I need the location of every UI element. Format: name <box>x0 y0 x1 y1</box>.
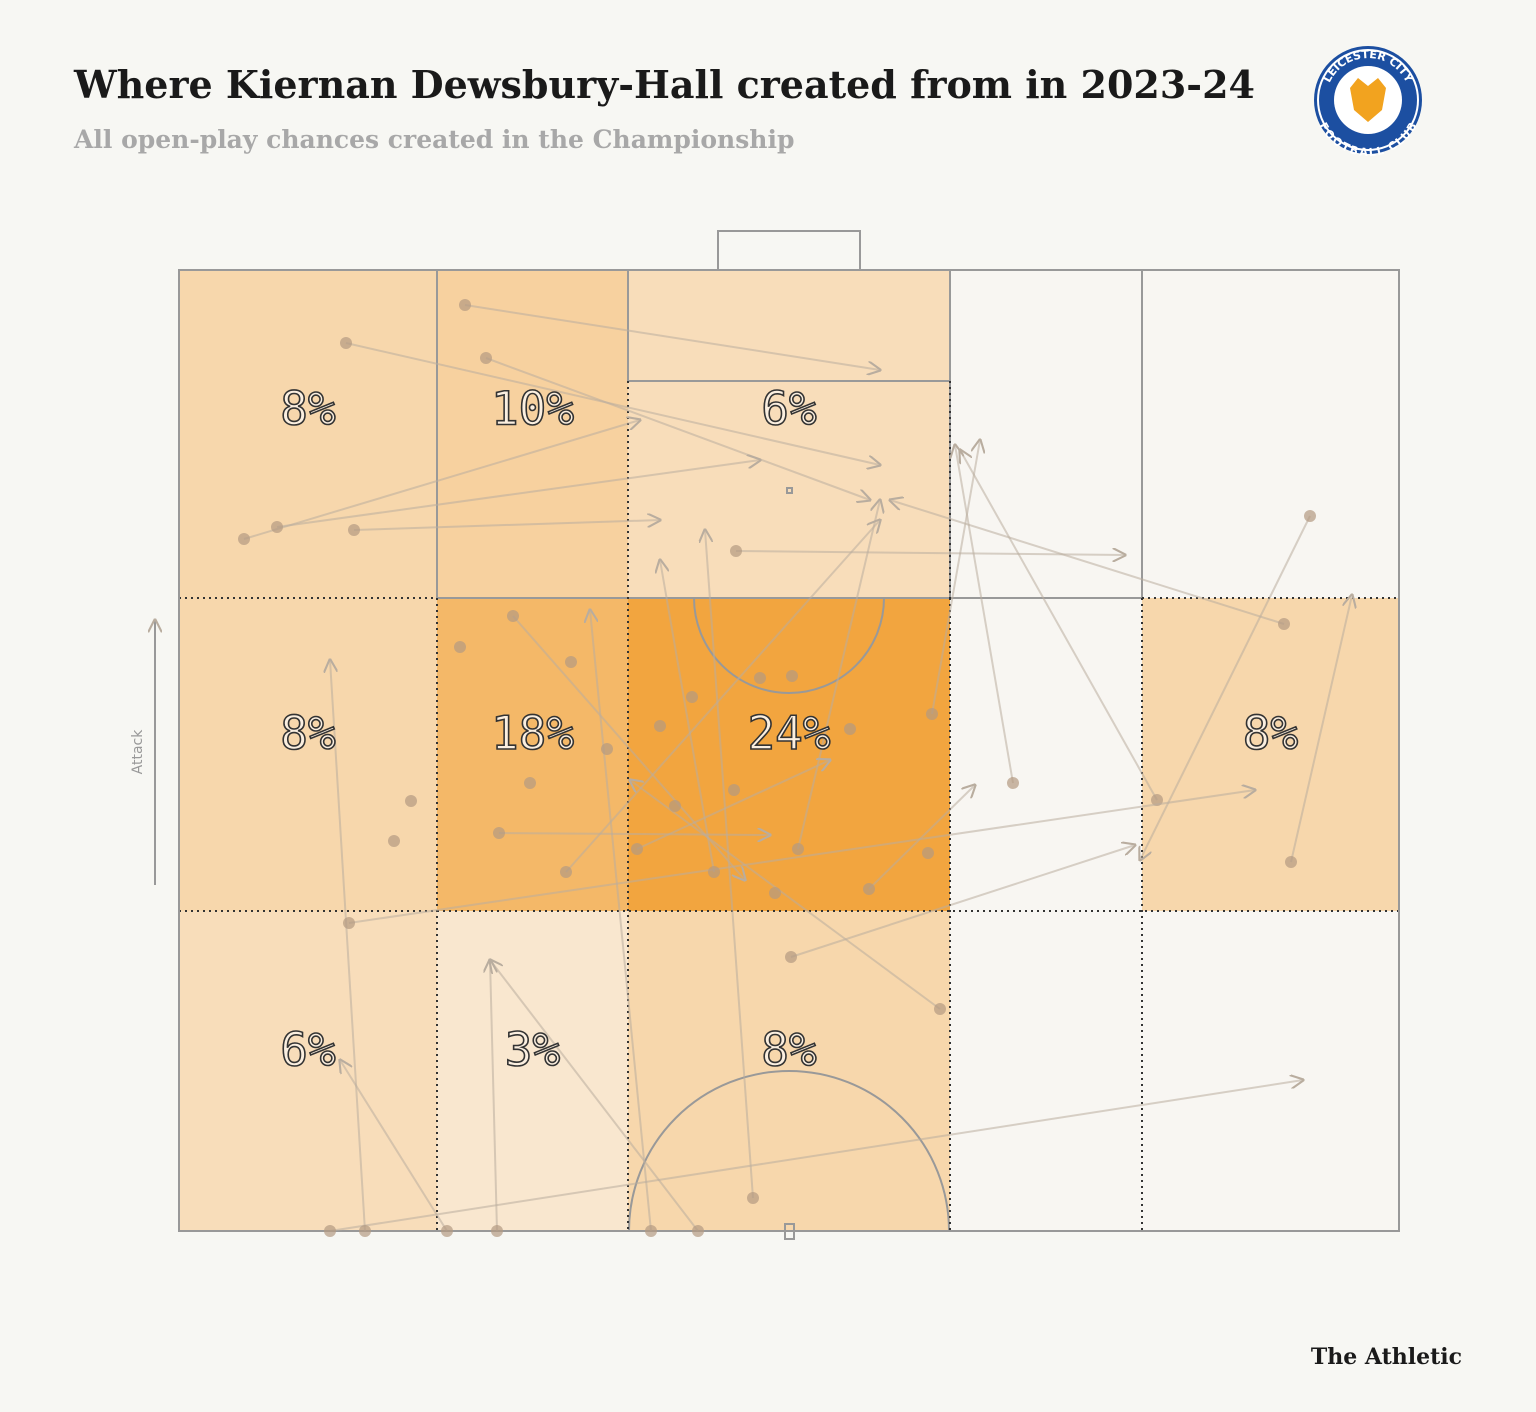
zone-label: 24% <box>747 706 830 760</box>
zone-label: 8% <box>1243 706 1298 760</box>
chance-arrows <box>238 299 1352 1237</box>
zone <box>950 911 1142 1231</box>
zone <box>179 911 437 1231</box>
zone-label: 8% <box>280 382 335 436</box>
zone <box>1142 598 1399 911</box>
axis-label: Attack <box>130 729 146 775</box>
zone <box>950 270 1142 598</box>
zone <box>179 598 437 911</box>
zone-label: 10% <box>491 382 574 436</box>
zone <box>628 270 950 598</box>
zone <box>1142 270 1399 598</box>
zone-label: 6% <box>761 382 816 436</box>
zone-label: 8% <box>280 706 335 760</box>
logo: LEICESTER CITY FOOTBALL CLUB <box>1314 46 1422 159</box>
chart-title: Where Kiernan Dewsbury-Hall created from… <box>73 62 1255 107</box>
zone-label: 18% <box>491 706 574 760</box>
zone <box>437 911 628 1231</box>
footer: The Athletic <box>1311 1344 1462 1370</box>
zone-label: 8% <box>761 1023 816 1077</box>
zone <box>1142 911 1399 1231</box>
cells <box>179 270 1399 1231</box>
zone-label: 3% <box>505 1023 560 1077</box>
zone-lines <box>179 381 1399 1231</box>
chart-subtitle: All open-play chances created in the Cha… <box>73 125 794 154</box>
zone-labels: 8% 10% 6% 8% 18% 24% 8% 6% 3% 8% <box>280 381 1299 1078</box>
pitch-border <box>178 269 1400 1232</box>
zone <box>437 598 628 911</box>
zone-label: 6% <box>280 1023 335 1077</box>
zone <box>950 598 1142 911</box>
zone <box>179 270 437 598</box>
